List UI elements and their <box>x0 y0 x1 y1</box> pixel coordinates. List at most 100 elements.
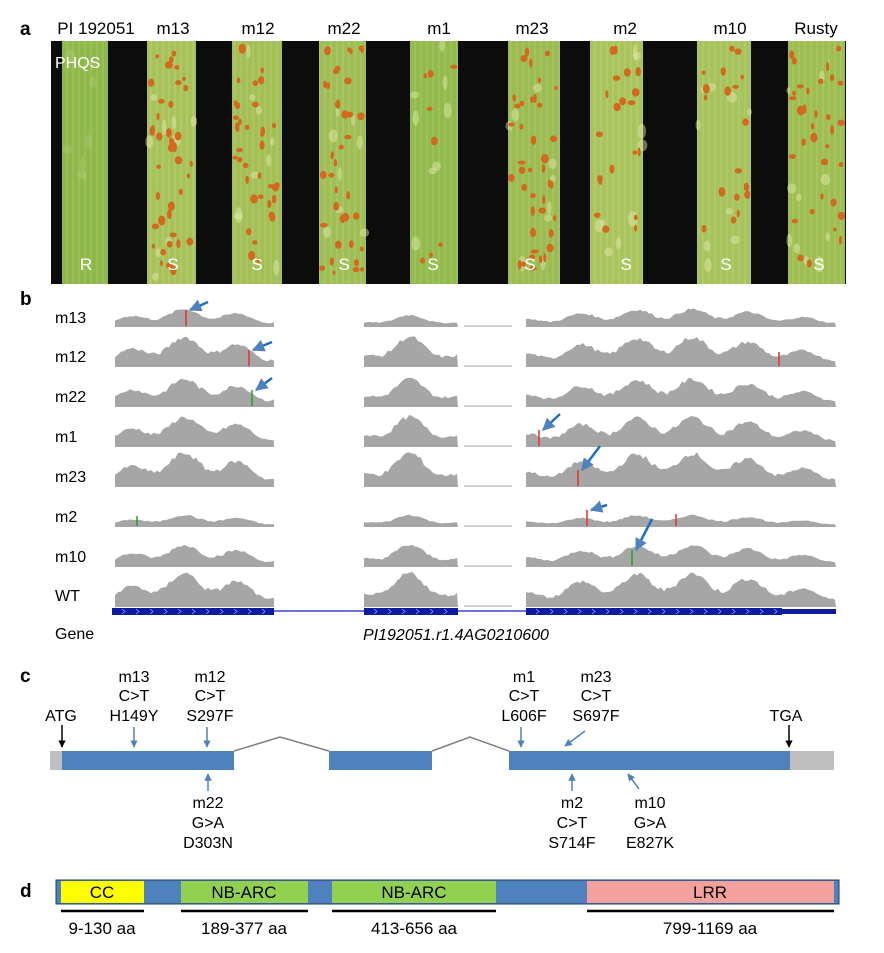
protein-domains: CC NB-ARC NB-ARC LRR <box>55 879 840 905</box>
rust-pustule <box>175 80 182 86</box>
coverage-area <box>526 514 836 527</box>
rust-pustule <box>734 48 742 55</box>
leaf-chlorosis <box>323 226 331 239</box>
rust-pustule <box>814 110 818 119</box>
rust-pustule <box>159 260 163 267</box>
rust-pustule <box>619 97 627 106</box>
rust-pustule <box>232 115 239 120</box>
rust-pustule <box>825 62 830 72</box>
leaf-chlorosis <box>82 172 87 182</box>
line-label-m10: m10 <box>713 19 746 38</box>
rust-pustule <box>271 194 277 204</box>
mutation-change: C>T <box>119 688 150 705</box>
rust-pustule <box>155 191 160 201</box>
rust-pustule <box>552 215 557 222</box>
snp-marker-1 <box>248 339 273 366</box>
rust-pustule <box>605 90 609 99</box>
rust-pustule <box>349 48 353 55</box>
mutation-labels-below: m22 G>A D303N m2 C>T S714F m10 G>A E827K <box>183 773 674 852</box>
reaction-labels: R S S S S S S S S <box>80 255 825 274</box>
strand-chevron-icon <box>731 608 736 615</box>
rust-pustule <box>821 158 828 164</box>
strand-chevron-icon <box>633 608 638 615</box>
rust-pustule <box>635 66 641 77</box>
range-label-nbarc-2: 413-656 aa <box>371 919 458 938</box>
rust-pustule <box>245 175 249 184</box>
mutation-m23: m23 C>T S697F <box>564 669 620 747</box>
rust-pustule <box>541 164 546 173</box>
track-label-m2: m2 <box>55 509 77 526</box>
gene-exon-3 <box>526 608 782 615</box>
rust-pustule <box>166 128 172 138</box>
strand-chevron-icon <box>261 608 266 615</box>
leaf-chlorosis <box>337 167 342 182</box>
snp-marker-5 <box>586 500 608 526</box>
rust-pustule <box>252 80 259 87</box>
reaction-label-m22: S <box>338 255 349 274</box>
rust-pustule <box>237 157 243 163</box>
rust-pustule <box>174 156 183 165</box>
rust-pustule <box>701 224 707 233</box>
coverage-area <box>115 452 274 487</box>
rust-pustule <box>242 162 249 169</box>
rust-pustule <box>344 134 352 140</box>
track-label-m12: m12 <box>55 349 86 366</box>
gene-exon-2 <box>364 608 458 615</box>
rust-pustule <box>597 175 603 183</box>
rust-pustule <box>538 207 547 214</box>
rust-pustule <box>544 50 551 57</box>
leaf-chlorosis <box>815 256 824 273</box>
strand-chevron-icon <box>191 608 196 615</box>
rust-pustule <box>537 102 543 108</box>
leaf-chlorosis <box>786 87 791 94</box>
leaf-chlorosis <box>428 167 437 175</box>
mutation-change: C>T <box>509 688 540 705</box>
rust-pustule <box>248 250 256 261</box>
rust-pustule <box>837 211 846 220</box>
snp-marker-4 <box>577 445 601 486</box>
leaf-veins <box>590 41 643 284</box>
range-label-nbarc-1: 189-377 aa <box>201 919 288 938</box>
rust-pustule <box>170 266 177 276</box>
rust-pustule <box>236 147 243 153</box>
rust-pustule <box>529 265 537 271</box>
rust-pustule <box>627 100 636 106</box>
utr-5prime <box>50 751 62 770</box>
coverage-area <box>364 415 458 447</box>
rust-pustule <box>703 94 708 101</box>
coverage-area <box>526 337 836 367</box>
rust-pustule <box>543 253 547 263</box>
rust-pustule <box>346 190 351 200</box>
mutation-labels-above: m13 C>T H149Y m12 C>T S297F m1 C>T L606F… <box>110 669 620 748</box>
rust-pustule <box>720 67 726 76</box>
rust-pustule <box>517 160 526 165</box>
mutation-m2: m2 C>T S714F <box>548 773 596 852</box>
rust-pustule <box>164 61 173 69</box>
rust-pustule <box>742 118 749 126</box>
rust-pustule <box>238 43 246 54</box>
rust-pustule <box>174 65 180 70</box>
rust-pustule <box>166 240 173 248</box>
leaf-chlorosis <box>269 137 275 146</box>
rust-pustule <box>450 64 458 69</box>
coverage-area <box>115 572 274 607</box>
rust-pustule <box>838 161 844 168</box>
rust-pustule <box>353 259 359 267</box>
mutation-line: m2 <box>561 795 583 812</box>
strand-chevron-icon <box>661 608 666 615</box>
strand-chevron-icon <box>163 608 168 615</box>
coverage-area <box>115 337 274 367</box>
rust-pustule <box>609 164 615 174</box>
leaf-veins <box>232 41 282 284</box>
rust-pustule <box>593 212 601 218</box>
leaf-chlorosis <box>796 193 802 202</box>
rust-pustule <box>530 227 536 238</box>
snp-marker-6 <box>631 518 654 566</box>
rust-pustule <box>788 153 796 160</box>
rust-pustule <box>344 77 352 85</box>
line-label-pi: PI 192051 <box>57 19 135 38</box>
rust-pustule <box>530 135 537 146</box>
rust-pustule <box>429 252 433 258</box>
track-label-m23: m23 <box>55 469 86 486</box>
rust-pustule <box>632 150 638 155</box>
